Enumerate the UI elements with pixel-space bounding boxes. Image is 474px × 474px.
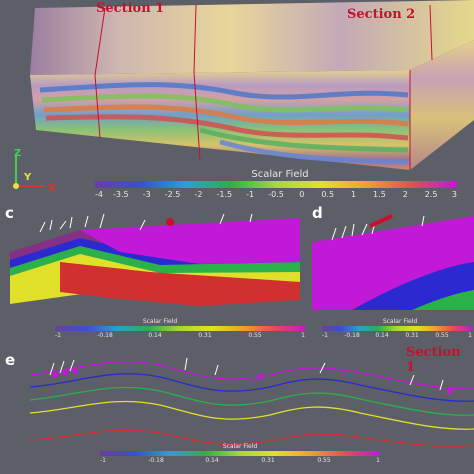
marker-point — [166, 218, 174, 226]
colorbar_main-tick-label: -1.5 — [216, 190, 233, 199]
block-model-render — [30, 0, 474, 170]
colorbar-e-title: Scalar Field — [222, 443, 258, 450]
colorbar_d-tick-label: 0.31 — [405, 332, 419, 339]
colorbar_main-tick-label: -3 — [142, 190, 151, 199]
section-1-label-e: Section 1 — [406, 345, 461, 375]
colorbar_e-tick-label: 0.31 — [261, 457, 275, 464]
colorbar_d-tick-label: 0.14 — [375, 332, 389, 339]
panel-e-letter: e — [5, 351, 16, 369]
colorbar-d-title: Scalar Field — [382, 318, 418, 325]
colorbar-d: -1 -0.18 0.14 0.31 0.55 1 — [322, 326, 472, 342]
colorbar_c-gradient — [55, 326, 305, 331]
colorbar_c-tick-label: 0.31 — [198, 332, 212, 339]
panel-d-zoom-view: d — [312, 202, 474, 310]
colorbar_main-tick-label: 1.5 — [373, 190, 386, 199]
colorbar_d-tick-label: -0.18 — [344, 332, 360, 339]
colorbar_c-tick-label: -0.18 — [97, 332, 113, 339]
colorbar_main-tick-label: -3.5 — [113, 190, 129, 199]
panel-e-section-view: e Section 1 Scalar Field -1 -0.18 0.14 0.31… — [0, 345, 474, 474]
colorbar_e-tick-label: -0.18 — [148, 457, 164, 464]
colorbar_e-tick-label: -1 — [100, 457, 106, 464]
colorbar_e-tick-label: 0.14 — [205, 457, 219, 464]
colorbar_main-tick-label: -4 — [95, 190, 103, 199]
colorbar_d-gradient — [322, 326, 472, 331]
colorbar_main-tick-label: -1 — [246, 190, 255, 199]
colorbar_main-tick-label: 3 — [451, 190, 457, 199]
colorbar_c-tick-label: 0.55 — [248, 332, 262, 339]
section-1-label: Section 1 — [96, 1, 165, 16]
colorbar_main-tick-label: 2.5 — [424, 190, 438, 199]
colorbar_e-tick-label: 1 — [376, 457, 380, 464]
panel-c-surface-model: c — [0, 202, 310, 310]
colorbar_main-gradient — [95, 181, 457, 188]
colorbar_main-tick-label: -2 — [194, 190, 203, 199]
block-top-face — [30, 0, 474, 75]
colorbar_d-tick-label: 1 — [468, 332, 472, 339]
panel-c-letter: c — [5, 204, 14, 222]
block-end-face — [410, 40, 474, 170]
colorbar-main-title: Scalar Field — [251, 169, 309, 180]
orientation-vectors-e — [49, 357, 444, 391]
colorbar_main-tick-label: 0.5 — [321, 190, 335, 199]
panel-e-render — [29, 357, 474, 447]
colorbar_main-tick-label: 0 — [299, 190, 305, 199]
colorbar_main-tick-label: 1 — [351, 190, 357, 199]
colorbar-c-title: Scalar Field — [142, 318, 178, 325]
colorbar_c-tick-label: 0.14 — [148, 332, 162, 339]
colorbar_main-tick-label: -2.5 — [164, 190, 181, 199]
axis-y-label: Y — [24, 172, 32, 183]
panel-d-letter: d — [312, 204, 323, 222]
colorbar_d-tick-label: 0.55 — [435, 332, 449, 339]
horizon-lines — [29, 360, 474, 447]
axis-x-label: X — [48, 183, 56, 194]
colorbar_c-tick-label: -1 — [55, 332, 61, 339]
section-2-label: Section 2 — [347, 7, 416, 22]
orientation-vectors — [39, 213, 253, 233]
colorbar_main-tick-label: 2 — [402, 190, 408, 199]
colorbar_e-tick-label: 0.55 — [317, 457, 331, 464]
data-points — [52, 368, 453, 394]
panel-d-render — [312, 202, 474, 310]
axis-triad-arrows — [13, 156, 44, 189]
colorbar_c-tick-label: 1 — [301, 332, 305, 339]
section-lines — [94, 4, 433, 170]
colorbar-e: -1 -0.18 0.14 0.31 0.55 1 — [100, 451, 380, 471]
highlight-arrow — [369, 214, 393, 228]
colorbar-main: -4 -3.5 -3 -2.5 -2 -1.5 -1 -0.5 0 0.5 1 1.5 2 2.5 3 — [95, 181, 457, 200]
colorbar_d-tick-label: -1 — [322, 332, 328, 339]
fold-bands — [39, 82, 409, 165]
colorbar-c: -1 -0.18 0.14 0.31 0.55 1 — [55, 326, 305, 342]
surface-layers — [10, 218, 300, 306]
colorbar_e-gradient — [100, 451, 380, 456]
colorbar_main-tick-label: -0.5 — [268, 190, 284, 199]
panel-b-block-model: Section 1 Section 2 Z Y X Scalar Field -… — [0, 0, 474, 200]
panel-c-render — [10, 213, 300, 306]
axis-z-label: Z — [14, 148, 22, 159]
